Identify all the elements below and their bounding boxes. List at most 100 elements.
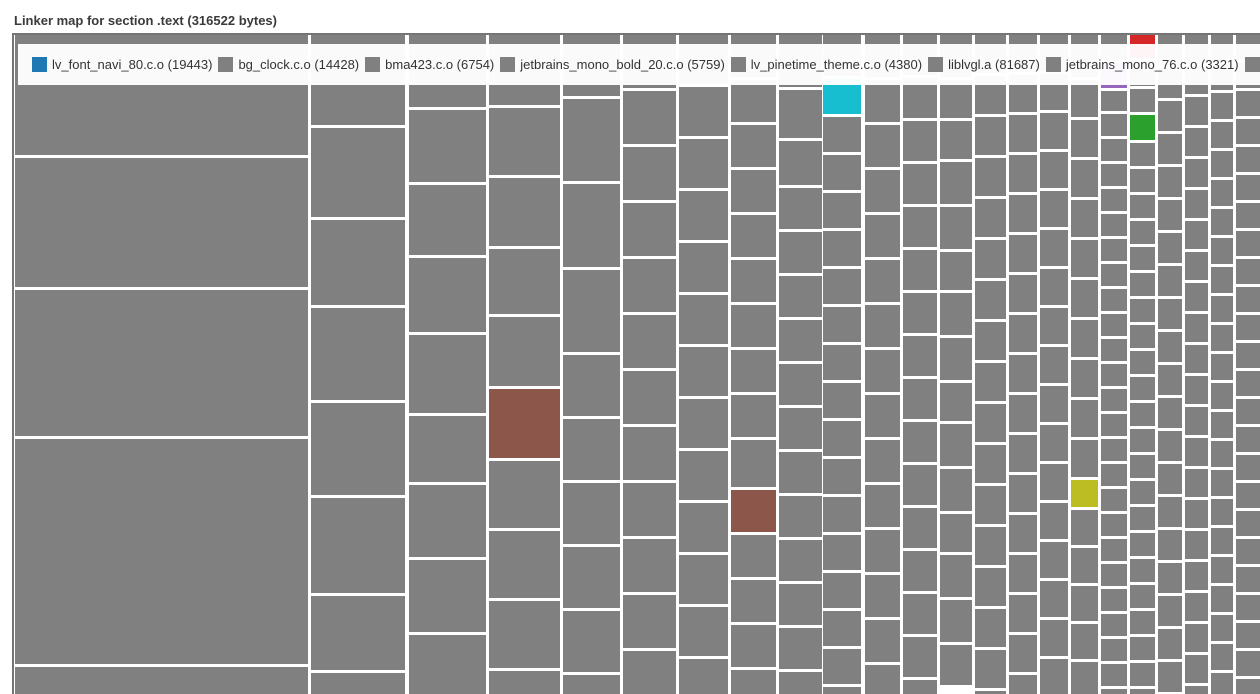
treemap-cell — [1211, 325, 1233, 351]
treemap-cell — [1236, 203, 1260, 228]
treemap-cell — [1158, 233, 1182, 263]
treemap-cell — [1130, 273, 1155, 296]
treemap-cell — [1236, 287, 1260, 312]
treemap-cell — [940, 338, 972, 380]
treemap-cell — [15, 290, 308, 436]
treemap-cell — [409, 635, 486, 694]
legend-item[interactable]: lv_pinetime_theme.c.o (4380) — [730, 57, 922, 72]
treemap-cell — [1071, 662, 1098, 694]
treemap-cell — [1185, 407, 1208, 435]
legend-item[interactable]: jetbrains_mono_76.c.o (3321) — [1045, 57, 1239, 72]
treemap-cell — [779, 584, 822, 625]
treemap-cell — [1101, 464, 1127, 486]
treemap-cell — [1185, 531, 1208, 559]
treemap-cell — [975, 568, 1006, 606]
treemap-cell — [940, 80, 972, 118]
treemap-cell-highlight — [731, 490, 776, 532]
treemap-cell — [1158, 167, 1182, 197]
treemap-cell — [1236, 147, 1260, 172]
treemap-cell — [1158, 299, 1182, 329]
treemap-cell — [940, 121, 972, 159]
treemap-cell — [1185, 345, 1208, 373]
legend-item[interactable]: bg_clock.c.o (14428) — [218, 57, 359, 72]
treemap-cell — [1211, 209, 1233, 235]
treemap-cell — [1130, 481, 1155, 504]
treemap-cell — [623, 483, 676, 536]
legend-item[interactable]: jetbrains_mono_bold_20.c.o (5759) — [500, 57, 725, 72]
treemap-cell — [1009, 675, 1037, 694]
treemap-cell — [1071, 200, 1098, 237]
treemap-cell — [779, 188, 822, 229]
treemap-cell — [1101, 489, 1127, 511]
treemap-cell — [1071, 360, 1098, 397]
treemap-cell — [975, 117, 1006, 155]
treemap-cell — [1101, 689, 1127, 694]
treemap-cell — [823, 383, 861, 418]
treemap-cell — [1236, 399, 1260, 424]
treemap-cell — [1158, 497, 1182, 527]
treemap-cell — [1040, 581, 1068, 617]
treemap-cell — [1130, 247, 1155, 270]
treemap-cell — [1185, 562, 1208, 590]
treemap-cell — [1130, 221, 1155, 244]
treemap-cell — [823, 155, 861, 190]
treemap-cell — [1101, 314, 1127, 336]
treemap-cell — [903, 551, 937, 591]
treemap-cell — [623, 427, 676, 480]
treemap-cell — [865, 80, 900, 122]
treemap-cell — [1101, 91, 1127, 111]
legend-item[interactable]: bma423.c.o (6754) — [365, 57, 494, 72]
legend-item[interactable]: liblvgl.a (81687) — [928, 57, 1040, 72]
treemap-cell — [731, 395, 776, 437]
treemap-cell — [563, 547, 620, 608]
treemap-cell — [865, 485, 900, 527]
treemap-cell — [903, 465, 937, 505]
legend: lv_font_navi_80.c.o (19443) bg_clock.c.o … — [18, 44, 1260, 85]
treemap-cell — [1211, 499, 1233, 525]
treemap-cell — [1101, 264, 1127, 286]
treemap-cell — [1211, 586, 1233, 612]
treemap-cell — [865, 125, 900, 167]
treemap-cell — [1236, 231, 1260, 256]
treemap-cell — [1101, 114, 1127, 136]
treemap-cell — [975, 486, 1006, 524]
legend-item-label: liblvgl.a (81687) — [948, 57, 1040, 72]
treemap-cell — [409, 185, 486, 255]
treemap-cell — [1158, 629, 1182, 659]
legend-item[interactable] — [1244, 57, 1260, 72]
treemap-cell — [1009, 395, 1037, 432]
treemap-cell — [1130, 89, 1155, 112]
treemap-cell — [1130, 533, 1155, 556]
treemap-cell — [975, 650, 1006, 688]
treemap-cell — [1211, 180, 1233, 206]
treemap-cell — [623, 539, 676, 592]
treemap-cell — [823, 345, 861, 380]
treemap-cell — [731, 350, 776, 392]
treemap-cell — [1040, 425, 1068, 461]
treemap-cell — [779, 408, 822, 449]
treemap-cell — [563, 675, 620, 694]
treemap-cell — [1185, 252, 1208, 280]
treemap-cell — [1071, 510, 1098, 545]
treemap-cell — [1236, 371, 1260, 396]
treemap-cell — [1009, 115, 1037, 152]
treemap-cell — [865, 620, 900, 662]
legend-swatch-icon — [1045, 57, 1061, 72]
treemap-cell — [1009, 635, 1037, 672]
treemap-cell — [623, 147, 676, 200]
treemap-cell — [865, 665, 900, 694]
treemap-cell-highlight — [1130, 115, 1155, 140]
treemap-cell — [1130, 299, 1155, 322]
treemap-cell — [563, 483, 620, 544]
treemap-cell — [1071, 80, 1098, 117]
treemap-cell — [1185, 283, 1208, 311]
treemap-cell — [1236, 567, 1260, 592]
treemap-cell — [563, 270, 620, 352]
treemap-cell — [1130, 169, 1155, 192]
treemap-cell — [1009, 515, 1037, 552]
treemap-cell — [1101, 414, 1127, 436]
legend-swatch-icon — [500, 57, 516, 72]
treemap-cell — [679, 139, 728, 188]
treemap-cell — [731, 580, 776, 622]
legend-item[interactable]: lv_font_navi_80.c.o (19443) — [32, 57, 212, 72]
